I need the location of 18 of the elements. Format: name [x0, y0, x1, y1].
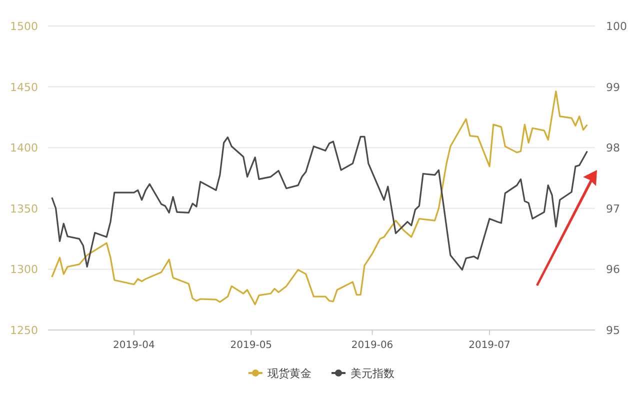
y-tick-label: 1450 — [10, 80, 38, 94]
legend-label: 现货黄金 — [268, 367, 312, 380]
x-tick-label: 2019-06 — [351, 340, 394, 351]
y2-tick-label: 95 — [606, 324, 620, 337]
y2-tick-label: 100 — [606, 20, 627, 33]
y-tick-label: 1250 — [10, 324, 38, 337]
y-tick-label: 1500 — [10, 20, 38, 33]
y2-tick-label: 96 — [606, 263, 620, 276]
y2-tick-label: 97 — [606, 202, 620, 216]
y-tick-label: 1350 — [10, 202, 38, 216]
x-tick-label: 2019-07 — [468, 340, 510, 351]
y-tick-label: 1400 — [10, 142, 38, 155]
y2-tick-label: 99 — [606, 80, 620, 94]
y-tick-label: 1300 — [10, 263, 38, 276]
x-tick-label: 2019-04 — [113, 340, 155, 351]
legend-label: 美元指数 — [350, 367, 394, 380]
x-tick-label: 2019-05 — [230, 340, 272, 351]
y2-tick-label: 98 — [606, 142, 620, 155]
